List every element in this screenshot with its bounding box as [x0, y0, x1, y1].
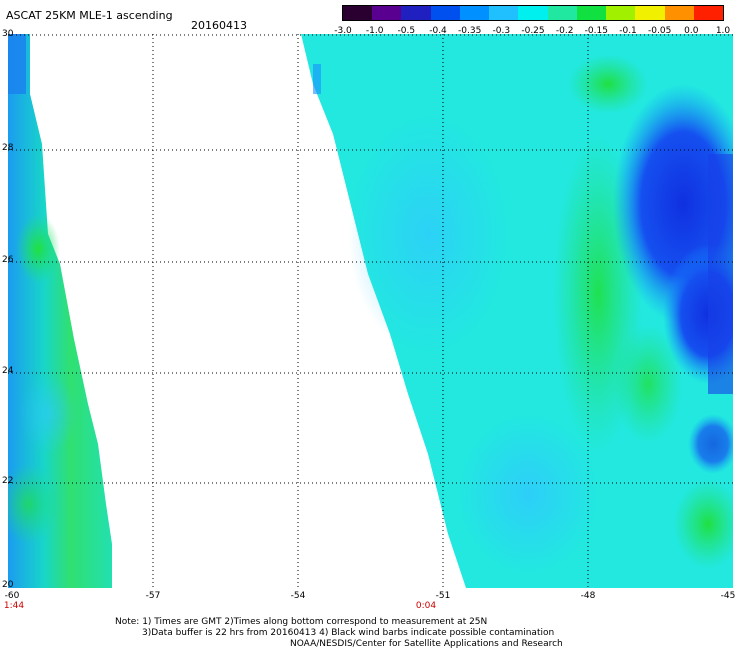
map-title: ASCAT 25KM MLE-1 ascending [6, 9, 173, 22]
note-line-3: NOAA/NESDIS/Center for Satellite Applica… [290, 639, 563, 649]
note-line-1: Note: 1) Times are GMT 2)Times along bot… [115, 617, 488, 627]
color-scale-labels: -3.0 -1.0 -0.5 -0.4 -0.35 -0.3 -0.25 -0.2 -0.15 -… [334, 26, 730, 38]
color-scale-label: 1.0 [715, 26, 731, 36]
lon-label-57: -57 [145, 591, 161, 601]
lon-label-51: -51 [435, 591, 451, 601]
color-scale-segment [430, 6, 460, 20]
left-swath [8, 34, 112, 588]
lat-label-30: 30 [2, 29, 14, 39]
lon-label-54: -54 [290, 591, 306, 601]
color-scale-segment [518, 6, 548, 20]
color-scale-label: -0.15 [584, 26, 608, 36]
lat-label-24: 24 [2, 366, 14, 376]
color-scale-segment [693, 6, 724, 20]
lat-label-20: 20 [2, 580, 14, 590]
color-scale-label: -0.5 [397, 26, 416, 36]
color-scale-label: 0.0 [684, 26, 699, 36]
lon-label-60: -60 [4, 591, 20, 601]
color-scale-segment [606, 6, 636, 20]
color-scale-segment [635, 6, 665, 20]
color-scale-label: -0.1 [619, 26, 637, 36]
color-scale-segment [664, 6, 694, 20]
color-scale-label: -0.2 [555, 26, 574, 36]
mle-map [8, 34, 733, 588]
grid-lines [8, 34, 733, 588]
lat-label-26: 26 [2, 255, 14, 265]
color-scale-label: -3.0 [334, 26, 352, 36]
lat-label-22: 22 [2, 476, 14, 486]
color-scale-segment [372, 6, 402, 20]
color-scale-segment [343, 6, 373, 20]
footnotes: Note: 1) Times are GMT 2)Times along bot… [115, 617, 563, 650]
color-scale-label: -0.05 [648, 26, 672, 36]
color-scale-label: -0.35 [458, 26, 482, 36]
color-scale-segment [401, 6, 431, 20]
color-scale-bar [342, 5, 724, 21]
color-scale-segment [489, 6, 519, 20]
time-label-mid: 0:04 [415, 601, 437, 611]
color-scale-segment [576, 6, 607, 20]
color-scale-label: -0.3 [492, 26, 511, 36]
time-label-left: 1:44 [3, 601, 25, 611]
lon-label-45: -45 [720, 591, 736, 601]
note-line-2: 3)Data buffer is 22 hrs from 20160413 4)… [142, 628, 555, 638]
lat-label-28: 28 [2, 143, 14, 153]
lon-label-48: -48 [580, 591, 596, 601]
map-date: 20160413 [191, 19, 247, 32]
color-scale-segment [547, 6, 577, 20]
color-scale-label: -0.25 [521, 26, 545, 36]
color-scale-label: -1.0 [365, 26, 384, 36]
color-scale-label: -0.4 [429, 26, 447, 36]
color-scale-segment [459, 6, 490, 20]
